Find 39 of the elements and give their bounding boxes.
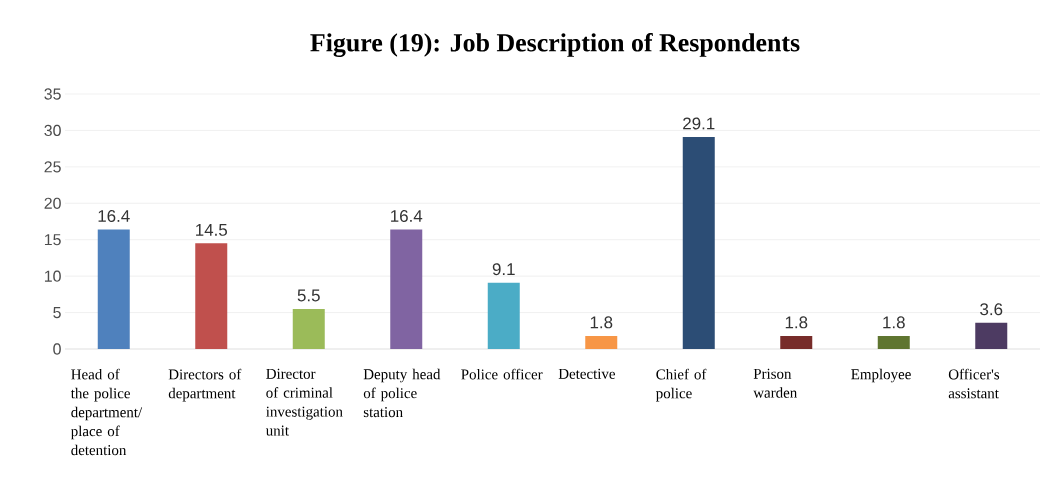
data-label: 16.4 bbox=[391, 210, 423, 222]
data-label: 1.8 bbox=[785, 316, 808, 329]
y-tick-label: 25 bbox=[44, 161, 61, 173]
bar bbox=[390, 229, 423, 349]
data-label: 16.4 bbox=[98, 210, 130, 222]
y-tick-label: 10 bbox=[44, 270, 61, 282]
data-label: 3.6 bbox=[980, 303, 1003, 316]
data-label: 1.8 bbox=[590, 316, 613, 329]
bar bbox=[682, 136, 715, 349]
data-label: 9.1 bbox=[492, 263, 515, 276]
x-tick-label: Director of criminal investigation unit bbox=[265, 368, 343, 436]
x-tick-label: Prison warden bbox=[753, 368, 798, 398]
bar bbox=[877, 335, 910, 349]
x-tick-label: Police officer bbox=[461, 368, 543, 380]
x-tick-label: Officer's assistant bbox=[948, 368, 1000, 399]
bar bbox=[97, 229, 130, 349]
x-tick-label: Deputy head of police station bbox=[363, 368, 441, 418]
y-tick-label: 30 bbox=[44, 124, 61, 137]
bar bbox=[585, 335, 618, 349]
y-tick-label: 0 bbox=[53, 343, 61, 355]
bar bbox=[487, 282, 520, 349]
x-tick-label: Directors of department bbox=[168, 368, 242, 402]
bar bbox=[195, 243, 228, 349]
data-label: 5.5 bbox=[297, 289, 320, 302]
data-label: 29.1 bbox=[683, 117, 715, 130]
y-tick-label: 15 bbox=[44, 234, 61, 246]
chart-title: Figure (19): Job Description of Respondents bbox=[310, 33, 800, 57]
x-tick-label: Chief of police bbox=[655, 368, 707, 402]
data-label: 14.5 bbox=[196, 224, 228, 236]
y-tick-label: 35 bbox=[44, 88, 61, 100]
y-tick-label: 20 bbox=[44, 197, 61, 209]
bar bbox=[292, 308, 325, 349]
x-tick-label: Detective bbox=[558, 368, 615, 379]
y-tick-label: 5 bbox=[53, 307, 61, 319]
data-label: 1.8 bbox=[883, 316, 905, 329]
bar bbox=[780, 335, 813, 349]
x-tick-label: Head of the police department/ place of detention bbox=[70, 368, 143, 456]
bar bbox=[975, 322, 1008, 349]
x-tick-label: Employee bbox=[851, 368, 911, 383]
